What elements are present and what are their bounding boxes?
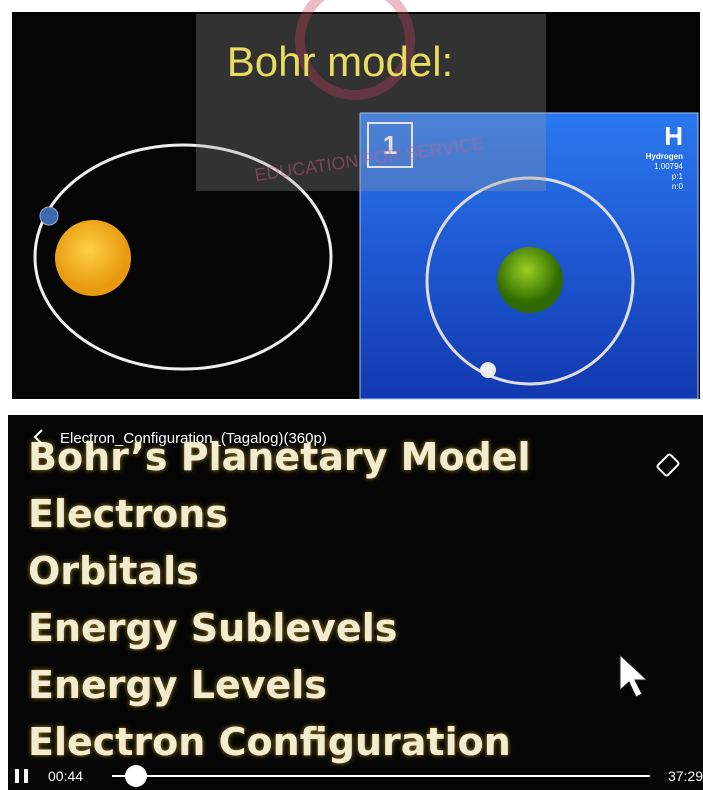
atomic-mass: 1.00794 [654, 162, 683, 171]
topic-line: Electron Configuration [28, 720, 511, 764]
earth [40, 207, 58, 225]
screenshot: 1 H Hydrogen 1.00794 p:1 n:0 EDUCATION F… [0, 0, 703, 790]
topic-line: Electrons [28, 492, 228, 536]
topic-line: Orbitals [28, 549, 199, 593]
electron [480, 362, 496, 378]
elapsed-time: 00:44 [48, 768, 83, 784]
pause-bar[interactable] [15, 769, 19, 783]
page: 1 H Hydrogen 1.00794 p:1 n:0 EDUCATION F… [0, 0, 703, 790]
sun [55, 220, 131, 296]
pause-bar[interactable] [24, 769, 28, 783]
nucleus [497, 247, 563, 313]
element-symbol: H [664, 121, 683, 151]
topic-line: Energy Levels [28, 663, 327, 707]
element-name: Hydrogen [646, 152, 683, 161]
topic-line: Energy Sublevels [28, 606, 397, 650]
protons: p:1 [672, 172, 684, 181]
progress-thumb[interactable] [125, 765, 147, 787]
frame-title: Bohr model: [227, 38, 453, 85]
neutrons: n:0 [672, 182, 684, 191]
file-title: Electron_Configuration_(Tagalog)(360p) [60, 430, 327, 447]
duration: 37:29 [668, 768, 703, 784]
